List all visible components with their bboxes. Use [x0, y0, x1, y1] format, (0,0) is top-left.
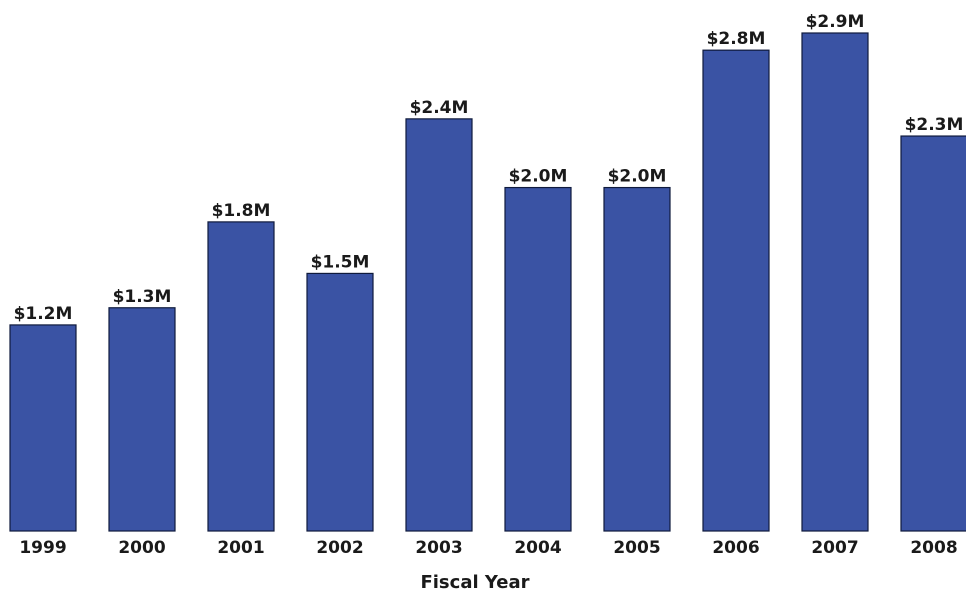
value-label-2001: $1.8M — [212, 201, 271, 221]
bar-2003 — [405, 118, 473, 532]
value-label-2007: $2.9M — [806, 12, 865, 32]
x-tick-labels-group: 1999 2000 2001 2002 2003 2004 2005 2006 2007 2008 — [19, 538, 957, 558]
value-label-2006: $2.8M — [707, 29, 766, 49]
x-tick-label-2007: 2007 — [811, 538, 858, 558]
x-tick-label-2002: 2002 — [316, 538, 363, 558]
x-tick-label-1999: 1999 — [19, 538, 66, 558]
bar-2007 — [801, 32, 869, 532]
x-tick-label-2000: 2000 — [118, 538, 165, 558]
value-label-2003: $2.4M — [410, 98, 469, 118]
x-tick-label-2008: 2008 — [910, 538, 957, 558]
x-axis-title: Fiscal Year — [420, 572, 529, 592]
value-label-2000: $1.3M — [113, 287, 172, 307]
x-tick-label-2004: 2004 — [514, 538, 561, 558]
value-label-2008: $2.3M — [905, 115, 964, 135]
bar-2008 — [900, 135, 966, 532]
bar-2000 — [108, 307, 176, 532]
x-tick-label-2003: 2003 — [415, 538, 462, 558]
x-tick-label-2005: 2005 — [613, 538, 660, 558]
value-label-1999: $1.2M — [14, 304, 73, 324]
value-label-2005: $2.0M — [608, 167, 667, 187]
bar-2006 — [702, 49, 770, 532]
x-tick-label-2006: 2006 — [712, 538, 759, 558]
bar-2004 — [504, 186, 572, 532]
bar-2005 — [603, 186, 671, 532]
x-tick-label-2001: 2001 — [217, 538, 264, 558]
value-label-2002: $1.5M — [311, 252, 370, 272]
value-label-2004: $2.0M — [509, 167, 568, 187]
bar-1999 — [9, 324, 77, 532]
bars-group — [9, 32, 966, 532]
value-labels-group: $1.2M $1.3M $1.8M $1.5M $2.4M $2.0M $2.0M $2.8M… — [14, 12, 964, 324]
bar-2001 — [207, 221, 275, 532]
bar-2002 — [306, 272, 374, 532]
